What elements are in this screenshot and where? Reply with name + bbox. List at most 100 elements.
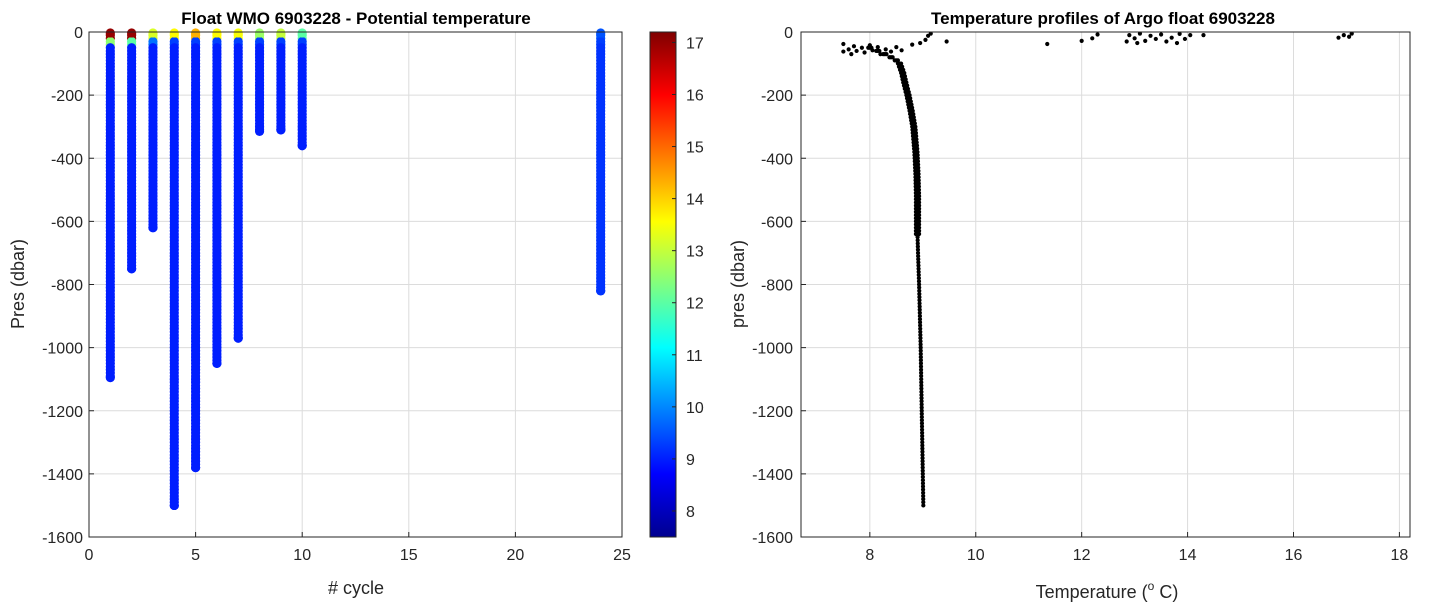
profile-cycle-4 bbox=[169, 28, 179, 511]
temperature-point bbox=[917, 285, 922, 290]
surface-temperature-point bbox=[851, 44, 857, 49]
profile-cycle-1 bbox=[105, 28, 115, 383]
surface-temperature-point bbox=[888, 49, 894, 54]
surface-temperature-point bbox=[875, 45, 880, 50]
temperature-point bbox=[916, 266, 921, 271]
temperature-point bbox=[918, 332, 923, 338]
right-x-ticks: 8 10 12 14 16 18 bbox=[865, 532, 1408, 564]
left-chart-title: Float WMO 6903228 - Potential temperatur… bbox=[181, 9, 531, 28]
profile-cycle-10 bbox=[297, 28, 307, 151]
temperature-point bbox=[917, 317, 923, 322]
temperature-point bbox=[915, 159, 921, 164]
temperature-point bbox=[919, 399, 924, 404]
surface-temperature-point bbox=[923, 37, 928, 42]
temperature-point bbox=[907, 93, 912, 98]
surface-temperature-point bbox=[846, 47, 851, 52]
surface-temperature-point bbox=[1143, 38, 1148, 43]
temperature-point bbox=[917, 288, 922, 293]
temperature-point bbox=[917, 307, 922, 312]
temperature-point bbox=[913, 130, 919, 136]
profile-bottom-point bbox=[212, 358, 222, 369]
temperature-point bbox=[917, 301, 922, 306]
profile-cycle-6 bbox=[212, 28, 222, 369]
colorbar-tick-label: 12 bbox=[686, 296, 704, 313]
temperature-point bbox=[918, 336, 923, 341]
temperature-point bbox=[919, 402, 924, 407]
surface-temperature-point bbox=[841, 49, 846, 54]
temperature-point bbox=[916, 203, 922, 208]
surface-temperature-point bbox=[878, 51, 883, 57]
temperature-point bbox=[916, 162, 921, 167]
temperature-point bbox=[898, 61, 904, 66]
profile-bottom-point bbox=[276, 125, 286, 135]
temperature-point bbox=[921, 497, 926, 502]
temperature-point bbox=[904, 80, 909, 85]
profile-bottom-point bbox=[254, 126, 265, 137]
profile-surface-point bbox=[212, 28, 222, 38]
profile-cycle-9 bbox=[276, 28, 286, 135]
right-y-tick-label: -800 bbox=[761, 278, 793, 295]
temperature-point bbox=[918, 329, 923, 334]
surface-temperature-point bbox=[841, 41, 846, 47]
temperature-point bbox=[918, 354, 923, 360]
temperature-point bbox=[895, 58, 901, 63]
temperature-point bbox=[915, 244, 920, 249]
temperature-point bbox=[914, 137, 919, 142]
temperature-point bbox=[919, 389, 924, 394]
surface-temperature-point bbox=[918, 40, 923, 46]
surface-temperature-point bbox=[1159, 32, 1164, 37]
temperature-point bbox=[918, 358, 923, 363]
temperature-point bbox=[920, 459, 925, 464]
surface-temperature-point bbox=[1090, 36, 1095, 41]
profile-cycle-8 bbox=[254, 28, 265, 137]
profile-bottom-point bbox=[596, 286, 606, 296]
temperature-point bbox=[915, 250, 921, 256]
right-y-tick-label: -200 bbox=[761, 88, 793, 105]
profile-surface-point bbox=[105, 28, 115, 38]
temperature-point bbox=[916, 263, 921, 268]
temperature-point bbox=[916, 187, 922, 192]
temperature-point bbox=[917, 320, 923, 325]
temperature-point bbox=[916, 282, 922, 287]
surface-temperature-point bbox=[854, 48, 859, 54]
left-y-tick-label: -200 bbox=[51, 88, 83, 105]
left-y-tick-label: -800 bbox=[51, 278, 83, 295]
profile-surface-point bbox=[148, 28, 158, 38]
temperature-point bbox=[915, 149, 920, 155]
temperature-point bbox=[919, 386, 924, 391]
temperature-point bbox=[905, 83, 910, 88]
temperature-point bbox=[900, 64, 905, 69]
temperature-point bbox=[918, 361, 924, 366]
surface-temperature-point bbox=[1095, 32, 1100, 37]
surface-temperature-point bbox=[928, 31, 933, 36]
left-x-tick-label: 15 bbox=[400, 547, 418, 564]
surface-temperature-point bbox=[862, 50, 867, 55]
left-y-tick-label: -1000 bbox=[42, 341, 83, 358]
profile-surface-point bbox=[233, 28, 243, 38]
left-chart: Float WMO 6903228 - Potential temperatur… bbox=[8, 9, 631, 598]
temperature-point bbox=[920, 474, 925, 480]
temperature-point bbox=[917, 310, 922, 316]
temperature-point bbox=[921, 503, 926, 508]
left-x-tick-label: 5 bbox=[191, 547, 200, 564]
temperature-point bbox=[920, 452, 925, 458]
temperature-point bbox=[920, 484, 926, 489]
temperature-point bbox=[919, 383, 924, 388]
surface-temperature-point bbox=[1124, 39, 1129, 44]
temperature-point bbox=[905, 86, 911, 91]
profile-bottom-point bbox=[169, 500, 179, 511]
temperature-point bbox=[920, 440, 925, 445]
temperature-point bbox=[916, 279, 922, 284]
right-y-tick-label: -1400 bbox=[752, 467, 793, 484]
temperature-point bbox=[918, 323, 923, 328]
temperature-point bbox=[918, 345, 923, 350]
right-x-tick-label: 14 bbox=[1179, 547, 1197, 564]
temperature-point bbox=[919, 370, 924, 375]
left-y-ticks: 0 -200 -400 -600 -800 -1000 -1200 -1400 -1600 bbox=[42, 25, 94, 547]
surface-temperature-point bbox=[1174, 40, 1180, 46]
temperature-point bbox=[920, 468, 925, 473]
temperature-point bbox=[916, 184, 921, 189]
temperature-point bbox=[920, 487, 926, 492]
temperature-point bbox=[877, 48, 882, 54]
